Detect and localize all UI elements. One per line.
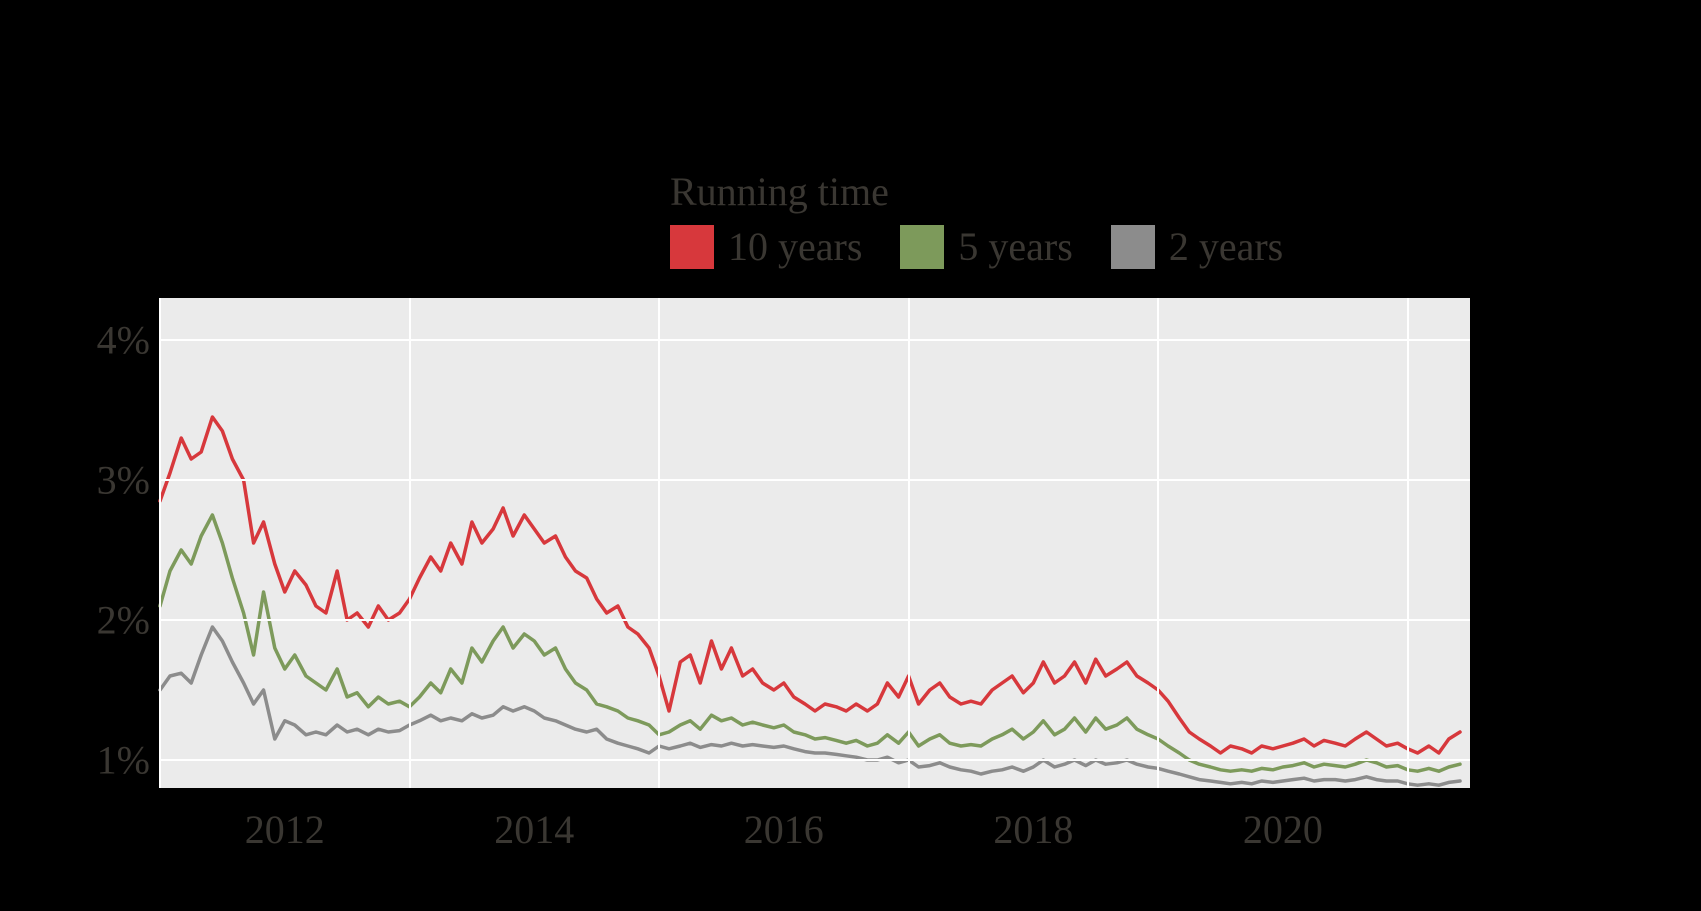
legend-label-2-years: 2 years — [1169, 223, 1283, 270]
legend-title: Running time — [670, 168, 1283, 215]
y-tick-label: 1% — [80, 737, 150, 784]
x-tick-label: 2016 — [744, 806, 824, 853]
x-tick-label: 2020 — [1243, 806, 1323, 853]
legend-item-5-years: 5 years — [900, 223, 1072, 270]
legend-label-5-years: 5 years — [958, 223, 1072, 270]
legend-swatch-5-years — [900, 225, 944, 269]
x-tick-label: 2012 — [245, 806, 325, 853]
gridline-h — [160, 619, 1470, 621]
gridline-h — [160, 479, 1470, 481]
x-tick-label: 2018 — [993, 806, 1073, 853]
y-tick-label: 2% — [80, 597, 150, 644]
gridline-v — [658, 298, 660, 788]
gridline-v — [409, 298, 411, 788]
gridline-v — [908, 298, 910, 788]
series-5-years — [160, 515, 1460, 771]
legend-swatch-10-years — [670, 225, 714, 269]
plot-area — [160, 298, 1470, 788]
gridline-v — [159, 298, 161, 788]
chart-lines — [160, 298, 1470, 788]
legend-items: 10 years 5 years 2 years — [670, 223, 1283, 270]
x-tick-label: 2014 — [494, 806, 574, 853]
legend-label-10-years: 10 years — [728, 223, 862, 270]
y-tick-label: 4% — [80, 317, 150, 364]
legend-item-2-years: 2 years — [1111, 223, 1283, 270]
legend: Running time 10 years 5 years 2 years — [670, 168, 1283, 270]
series-10-years — [160, 417, 1460, 753]
legend-item-10-years: 10 years — [670, 223, 862, 270]
y-tick-label: 3% — [80, 457, 150, 504]
gridline-v — [1157, 298, 1159, 788]
chart-container: Running time 10 years 5 years 2 years 1%… — [0, 0, 1701, 911]
gridline-h — [160, 759, 1470, 761]
gridline-h — [160, 339, 1470, 341]
gridline-v — [1407, 298, 1409, 788]
legend-swatch-2-years — [1111, 225, 1155, 269]
